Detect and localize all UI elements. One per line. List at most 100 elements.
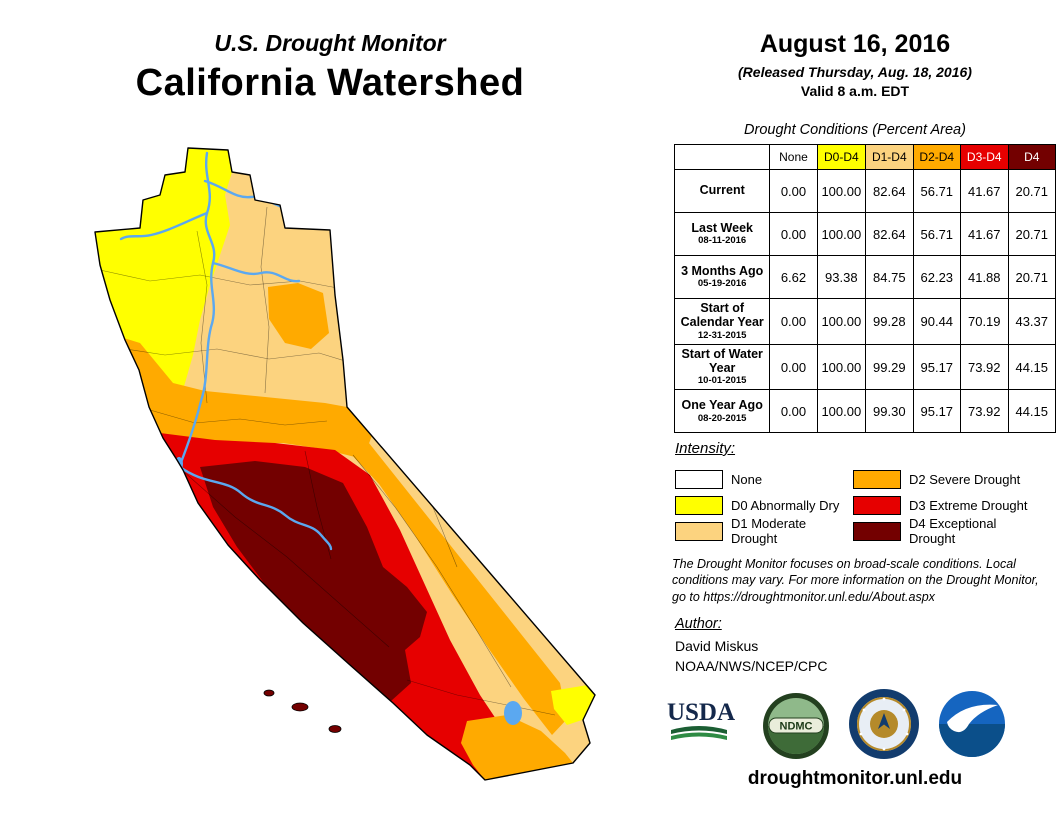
- row-label: Last Week 08-11-2016: [673, 212, 771, 256]
- column-header-d0-d4: D0-D4: [816, 144, 867, 170]
- california-watershed-drought-map: [55, 135, 615, 800]
- table-cell: 20.71: [1007, 169, 1056, 213]
- legend-item-none: None: [675, 466, 847, 492]
- department-of-commerce-seal-icon: [848, 688, 920, 760]
- d4-exceptional-drought-region: [200, 461, 427, 701]
- ndmc-logo: NDMC: [762, 692, 830, 760]
- usda-logo-text: USDA: [666, 699, 736, 726]
- table-cell: 84.75: [865, 255, 914, 299]
- table-cell: 44.15: [1007, 389, 1056, 434]
- table-cell: 0.00: [769, 169, 818, 213]
- page-title: California Watershed: [135, 62, 525, 104]
- ndmc-logo-text: NDMC: [780, 721, 813, 733]
- table-cell: 0.00: [769, 343, 818, 391]
- channel-islands: [263, 689, 342, 733]
- table-cell: 0.00: [769, 212, 818, 256]
- d2-swatch: [853, 469, 901, 489]
- table-cell: 56.71: [912, 212, 962, 256]
- disclaimer-text: The Drought Monitor focuses on broad-sca…: [672, 557, 1039, 604]
- legend-label: None: [731, 471, 763, 487]
- report-kicker: U.S. Drought Monitor: [214, 30, 446, 56]
- row-label: Current: [673, 169, 771, 213]
- table-corner-cell: [673, 144, 771, 170]
- san-joaquin-river: [178, 465, 333, 551]
- table-cell: 73.92: [960, 389, 1009, 434]
- table-row: Last Week 08-11-2016 0.00 100.00 82.64 56…: [673, 212, 1056, 256]
- legend-item-d0: D0 Abnormally Dry: [675, 492, 847, 518]
- none-swatch: [675, 469, 723, 489]
- table-cell: 43.37: [1007, 298, 1056, 345]
- map-date: August 16, 2016: [759, 30, 951, 58]
- row-label: One Year Ago 08-20-2015: [673, 389, 771, 434]
- table-cell: 20.71: [1007, 255, 1056, 299]
- usda-logo: USDA: [666, 700, 736, 743]
- row-label: Start of Water Year 10-01-2015: [673, 343, 771, 391]
- table-cell: 99.30: [865, 389, 914, 434]
- d1-swatch: [675, 521, 723, 541]
- table-cell: 90.44: [912, 298, 962, 345]
- river-branch-west: [119, 211, 209, 241]
- column-header-d3-d4: D3-D4: [960, 144, 1009, 170]
- table-cell: 93.38: [816, 255, 867, 299]
- legend-item-d1: D1 Moderate Drought: [675, 516, 847, 546]
- table-row: 3 Months Ago 05-19-2016 6.62 93.38 84.75 …: [673, 255, 1056, 299]
- table-cell: 62.23: [912, 255, 962, 299]
- date-block: August 16, 2016 (Released Thursday, Aug.…: [660, 30, 1050, 99]
- valid-time: Valid 8 a.m. EDT: [800, 83, 910, 99]
- table-cell: 41.88: [960, 255, 1009, 299]
- table-cell: 82.64: [865, 169, 914, 213]
- table-cell: 0.00: [769, 298, 818, 345]
- d3-swatch: [853, 495, 901, 515]
- table-title: Drought Conditions (Percent Area): [744, 122, 966, 138]
- legend-label: D0 Abnormally Dry: [731, 497, 840, 513]
- table-row: Current 0.00 100.00 82.64 56.71 41.67 20…: [673, 169, 1056, 213]
- table-row: One Year Ago 08-20-2015 0.00 100.00 99.30…: [673, 389, 1056, 434]
- table-cell: 73.92: [960, 343, 1009, 391]
- d2-severe-drought-region: [107, 333, 373, 459]
- released-date: (Released Thursday, Aug. 18, 2016): [738, 64, 972, 80]
- d0-swatch: [675, 495, 723, 515]
- intensity-legend: None D0 Abnormally Dry D1 Moderate Droug…: [675, 466, 1043, 546]
- author-organization: NOAA/NWS/NCEP/CPC: [675, 658, 828, 674]
- noaa-logo-icon: [938, 690, 1006, 758]
- table-cell: 82.64: [865, 212, 914, 256]
- table-cell: 99.28: [865, 298, 914, 345]
- d4-swatch: [853, 521, 901, 541]
- table-cell: 99.29: [865, 343, 914, 391]
- drought-map-svg: [94, 147, 596, 781]
- feather-river-branch: [211, 261, 301, 283]
- table-header-row: None D0-D4 D1-D4 D2-D4 D3-D4 D4: [673, 144, 1056, 170]
- table-cell: 100.00: [816, 343, 867, 391]
- table-cell: 6.62: [769, 255, 818, 299]
- table-cell: 0.00: [769, 389, 818, 434]
- table-cell: 95.17: [912, 343, 962, 391]
- legend-label: D4 Exceptional Drought: [909, 516, 997, 546]
- table-cell: 100.00: [816, 298, 867, 345]
- row-label: 3 Months Ago 05-19-2016: [673, 255, 771, 299]
- table-row: Start of Water Year 10-01-2015 0.00 100.0…: [673, 343, 1056, 391]
- table-cell: 95.17: [912, 389, 962, 434]
- inland-lake: [504, 701, 522, 725]
- table-cell: 56.71: [912, 169, 962, 213]
- table-cell: 100.00: [816, 389, 867, 434]
- table-cell: 41.67: [960, 169, 1009, 213]
- watershed-outline: [94, 147, 596, 781]
- d2-severe-drought-region: [268, 283, 329, 349]
- ndmc-seal-icon: NDMC: [763, 693, 829, 759]
- drought-conditions-table: None D0-D4 D1-D4 D2-D4 D3-D4 D4 Current …: [673, 144, 1056, 434]
- row-label: Start of Calendar Year 12-31-2015: [673, 298, 771, 345]
- d2-severe-drought-region: [348, 433, 567, 735]
- river-branch-northeast: [203, 179, 291, 209]
- usda-swoosh-icon: [671, 726, 727, 740]
- column-header-d4: D4: [1007, 144, 1056, 170]
- table-cell: 20.71: [1007, 212, 1056, 256]
- column-header-none: None: [769, 144, 818, 170]
- author-heading: Author:: [675, 616, 722, 632]
- footer-url: droughtmonitor.unl.edu: [747, 768, 963, 789]
- table-cell: 100.00: [816, 212, 867, 256]
- table-cell: 100.00: [816, 169, 867, 213]
- legend-title: Intensity:: [675, 440, 736, 457]
- legend-label: D2 Severe Drought: [909, 471, 1021, 487]
- table-cell: 41.67: [960, 212, 1009, 256]
